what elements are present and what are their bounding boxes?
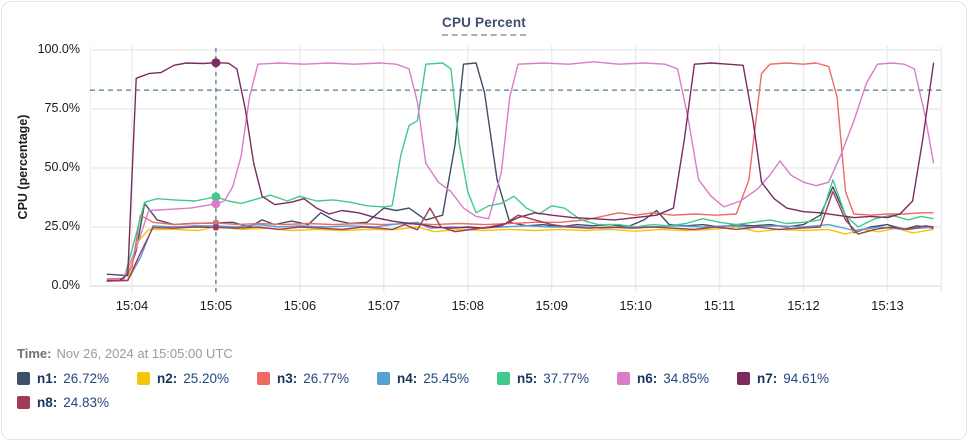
- y-tick-100: 100.0%: [37, 42, 80, 56]
- legend-item-n1[interactable]: n1: 26.72%: [17, 371, 137, 386]
- chart-legend: n1: 26.72% n2: 25.20% n3: 26.77% n4: 25.45% n5: 3…: [17, 371, 877, 410]
- legend-swatch-n5: [497, 372, 510, 385]
- legend-name-n2: n2:: [157, 371, 178, 386]
- legend-swatch-n7: [737, 372, 750, 385]
- legend-value-n3: 26.77%: [303, 371, 350, 386]
- y-tick-25: 25.0%: [44, 219, 80, 233]
- legend-name-n8: n8:: [37, 395, 58, 410]
- chart-title[interactable]: CPU Percent: [442, 15, 526, 36]
- series-line-n2: [106, 225, 934, 281]
- legend-name-n3: n3:: [277, 371, 298, 386]
- series-line-n8: [106, 190, 934, 282]
- series-line-n3: [106, 62, 934, 280]
- legend-value-n8: 24.83%: [63, 395, 110, 410]
- legend-item-n6[interactable]: n6: 34.85%: [617, 371, 737, 386]
- legend-value-n4: 25.45%: [423, 371, 470, 386]
- legend-item-n7[interactable]: n7: 94.61%: [737, 371, 857, 386]
- legend-item-n3[interactable]: n3: 26.77%: [257, 371, 377, 386]
- y-tick-50: 50.0%: [44, 160, 80, 174]
- legend-swatch-n6: [617, 372, 630, 385]
- legend-swatch-n2: [137, 372, 150, 385]
- legend-name-n6: n6:: [637, 371, 658, 386]
- y-tick-75: 75.0%: [44, 101, 80, 115]
- x-tick-1507: 15:07: [367, 298, 401, 313]
- legend-value-n2: 25.20%: [183, 371, 230, 386]
- legend-value-n7: 94.61%: [783, 371, 830, 386]
- crosshair-marker-n6: [211, 199, 221, 209]
- series-line-n4: [106, 221, 934, 282]
- legend-item-n4[interactable]: n4: 25.45%: [377, 371, 497, 386]
- x-tick-1509: 15:09: [535, 298, 568, 313]
- crosshair-marker-n5: [211, 192, 221, 202]
- crosshair-time-row: Time: Nov 26, 2024 at 15:05:00 UTC: [17, 346, 233, 361]
- x-tick-1504: 15:04: [115, 298, 149, 313]
- legend-name-n5: n5:: [517, 371, 538, 386]
- series-line-n7: [106, 62, 935, 282]
- x-tick-1510: 15:10: [619, 298, 652, 313]
- x-tick-1513: 15:13: [871, 298, 904, 313]
- x-tick-1508: 15:08: [451, 298, 484, 313]
- crosshair-marker-n7: [211, 58, 221, 68]
- x-tick-1505: 15:05: [199, 298, 233, 313]
- y-tick-0: 0.0%: [51, 278, 81, 292]
- x-tick-1506: 15:06: [283, 298, 317, 313]
- legend-value-n6: 34.85%: [663, 371, 710, 386]
- series-line-n1: [106, 62, 934, 277]
- x-tick-1512: 15:12: [787, 298, 820, 313]
- time-label: Time:: [17, 346, 52, 361]
- legend-name-n4: n4:: [397, 371, 418, 386]
- legend-name-n7: n7:: [757, 371, 778, 386]
- time-value: Nov 26, 2024 at 15:05:00 UTC: [56, 346, 233, 361]
- cpu-percent-plot[interactable]: [90, 42, 942, 298]
- legend-swatch-n1: [17, 372, 30, 385]
- legend-value-n1: 26.72%: [63, 371, 110, 386]
- crosshair-marker-n8: [212, 224, 220, 231]
- series-line-n6: [106, 61, 935, 281]
- x-tick-1511: 15:11: [703, 298, 736, 313]
- legend-swatch-n8: [17, 396, 30, 409]
- series-line-n5: [106, 62, 934, 282]
- legend-item-n5[interactable]: n5: 37.77%: [497, 371, 617, 386]
- chart-title-wrap: CPU Percent: [2, 14, 966, 36]
- legend-name-n1: n1:: [37, 371, 58, 386]
- legend-item-n8[interactable]: n8: 24.83%: [17, 395, 137, 410]
- legend-swatch-n3: [257, 372, 270, 385]
- legend-value-n5: 37.77%: [543, 371, 590, 386]
- legend-swatch-n4: [377, 372, 390, 385]
- legend-item-n2[interactable]: n2: 25.20%: [137, 371, 257, 386]
